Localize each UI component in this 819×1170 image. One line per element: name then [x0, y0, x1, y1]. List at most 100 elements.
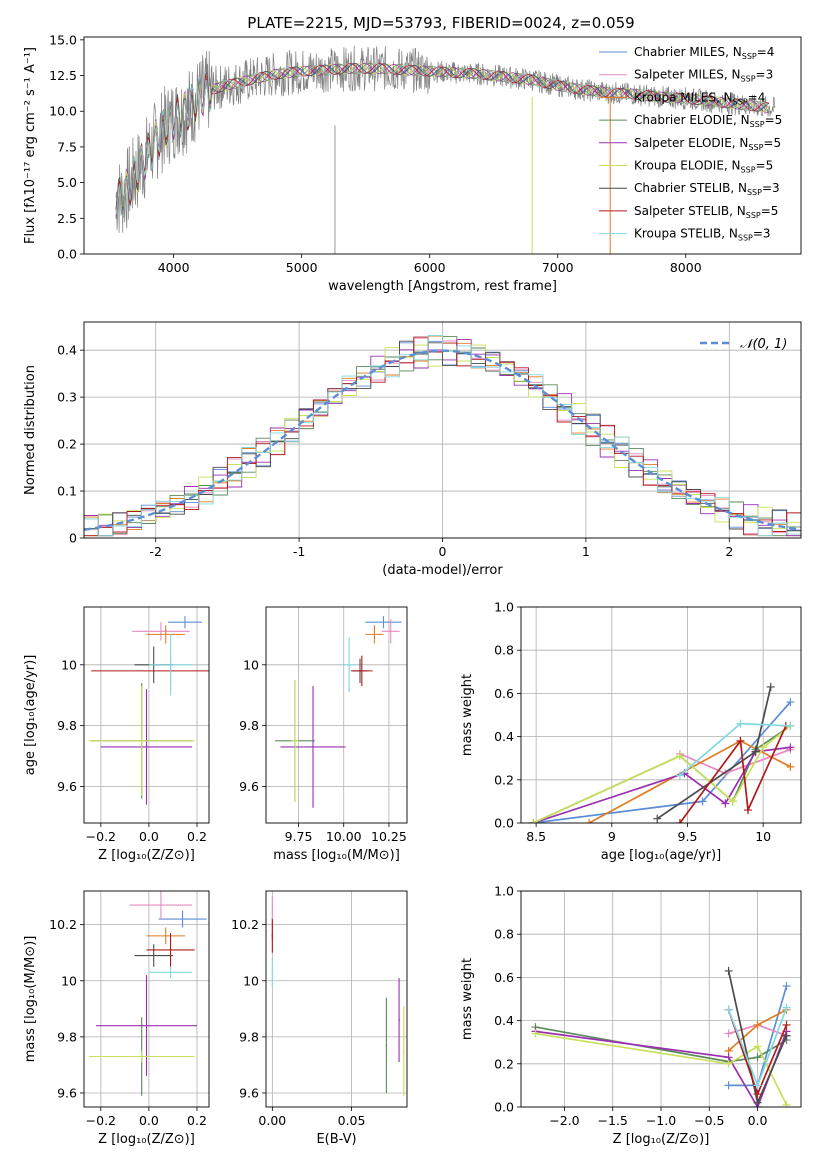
spectrum-model-line [115, 62, 770, 211]
x-axis-label: (data-model)/error [382, 563, 503, 578]
plot-area [531, 966, 791, 1107]
x-tick-label: 5000 [286, 260, 318, 275]
mass-weight-point [724, 966, 733, 975]
legend-item: Chabrier STELIB, NSSP=3 [599, 181, 780, 197]
y-tick-label: 0.4 [494, 1013, 514, 1028]
y-tick-label: 2.5 [57, 211, 77, 226]
x-tick-label: 9 [608, 829, 616, 844]
mass-weight-point [724, 1059, 733, 1068]
mass-weight-point [724, 1005, 733, 1014]
normal-legend-label: 𝒩(0, 1) [740, 337, 787, 352]
y-axis-label: age [log₁₀(age/yr)] [23, 655, 38, 776]
y-tick-label: 0.8 [494, 927, 514, 942]
mass-weight-point [782, 1100, 791, 1107]
x-axis-label: wavelength [Angstrom, rest frame] [328, 279, 557, 294]
x-tick-label: 10.00 [326, 829, 362, 844]
panel-residuals: -2 -1 0 1 2 0 0.1 0.2 0.3 0.4 (data-model)/error No… [23, 321, 802, 578]
mass-weight-line [679, 725, 787, 823]
mass-weight-point [736, 736, 745, 745]
legend-item: Kroupa MILES, NSSP=4 [599, 90, 765, 106]
mass-weight-line [535, 1032, 788, 1106]
y-axis-label: mass weight [460, 958, 475, 1040]
y-tick-label: 9.6 [57, 779, 77, 794]
mass-weight-point [759, 743, 768, 752]
y-tick-label: 15.0 [49, 32, 77, 47]
y-tick-label: 5.0 [57, 175, 77, 190]
x-tick-label: −0.2 [86, 1113, 116, 1128]
y-tick-label: 10 [243, 657, 259, 672]
y-tick-label: 12.5 [49, 68, 77, 83]
mass-weight-point [751, 747, 760, 756]
x-tick-label: −2.0 [549, 1113, 579, 1128]
y-tick-label: 9.8 [57, 1029, 77, 1044]
legend-item: Kroupa STELIB, NSSP=3 [599, 227, 771, 243]
y-tick-label: 1.0 [494, 884, 514, 899]
axes-frame [265, 890, 408, 1108]
legend-item: Salpeter MILES, NSSP=3 [599, 68, 773, 84]
axes-frame [520, 606, 802, 824]
x-tick-label: 8000 [670, 260, 702, 275]
mass-weight-point [786, 762, 795, 771]
mass-weight-point [724, 1081, 733, 1090]
y-tick-label: 9.6 [239, 1085, 259, 1100]
mass-weight-point [653, 814, 662, 823]
legend-item: Chabrier ELODIE, NSSP=5 [599, 113, 782, 129]
mass-weight-line [532, 725, 791, 823]
x-axis-label: Z [log₁₀(Z/Z⊙)] [613, 1132, 710, 1147]
x-tick-label: 9.75 [285, 829, 313, 844]
mass-weight-point [786, 698, 795, 707]
spectrum-legend: Chabrier MILES, NSSP=4 Salpeter MILES, NS… [599, 45, 782, 243]
normal-curve [84, 349, 799, 531]
panel-mass-vs-EBV: 0.00 0.05 9.6 9.8 10 10.2 E(B-V) [231, 890, 408, 1147]
y-tick-label: 0.4 [57, 343, 77, 358]
mass-weight-point [766, 682, 775, 691]
x-axis-label: age [log₁₀(age/yr)] [601, 848, 722, 863]
x-tick-label: 6000 [414, 260, 446, 275]
mass-weight-point [786, 721, 795, 730]
mass-weight-point [753, 1053, 762, 1062]
mass-weight-point [782, 1031, 791, 1040]
plot-area [271, 896, 405, 1096]
legend-item: Kroupa ELODIE, NSSP=5 [599, 159, 773, 175]
legend-label: Chabrier MILES, NSSP=4 [634, 45, 774, 61]
y-tick-label: 0.0 [57, 247, 77, 262]
x-tick-label: 9.5 [678, 829, 698, 844]
legend-label: Chabrier STELIB, NSSP=3 [634, 181, 780, 197]
axes-frame [83, 890, 210, 1108]
legend-label: Kroupa ELODIE, NSSP=5 [634, 159, 773, 175]
x-tick-label: 0.0 [748, 1113, 768, 1128]
plot-area [115, 45, 776, 254]
x-tick-label: 0.05 [338, 1113, 366, 1128]
mass-weight-point [698, 797, 707, 806]
x-tick-label: 2 [725, 544, 733, 559]
legend-item: Salpeter ELODIE, NSSP=5 [599, 136, 781, 152]
x-tick-label: 8.5 [526, 829, 546, 844]
y-tick-label: 9.8 [57, 718, 77, 733]
x-tick-label: -1 [293, 544, 305, 559]
x-tick-label: −0.2 [86, 829, 116, 844]
mass-weight-point [529, 819, 538, 823]
y-tick-label: 0.3 [57, 390, 77, 405]
panel-mass-vs-Z: −0.2 0.0 0.2 9.6 9.8 10 10.2 Z [log₁₀(Z/Z⊙)] mas… [23, 890, 210, 1147]
y-tick-label: 10.0 [49, 104, 77, 119]
legend-label: Kroupa MILES, NSSP=4 [634, 90, 765, 106]
x-tick-label: -2 [149, 544, 161, 559]
x-tick-label: −0.5 [694, 1113, 724, 1128]
plot-area [88, 616, 209, 805]
x-tick-label: 0.00 [258, 1113, 286, 1128]
axes-frame [83, 36, 802, 255]
y-tick-label: 0.1 [57, 484, 77, 499]
mass-weight-point [753, 1098, 762, 1107]
y-tick-label: 10 [243, 973, 259, 988]
y-tick-label: 0.4 [494, 729, 514, 744]
mass-weight-point [744, 806, 753, 815]
legend-label: Kroupa STELIB, NSSP=3 [634, 227, 771, 243]
x-axis-label: E(B-V) [316, 1132, 356, 1147]
mass-weight-point [782, 982, 791, 991]
mass-weight-point [736, 719, 745, 728]
panels: 4000 5000 6000 7000 80000.02.55.07.510.012.5… [23, 32, 802, 1147]
spectrum-model-line [115, 62, 770, 218]
x-tick-label: −1.0 [646, 1113, 676, 1128]
y-tick-label: 7.5 [57, 139, 77, 154]
